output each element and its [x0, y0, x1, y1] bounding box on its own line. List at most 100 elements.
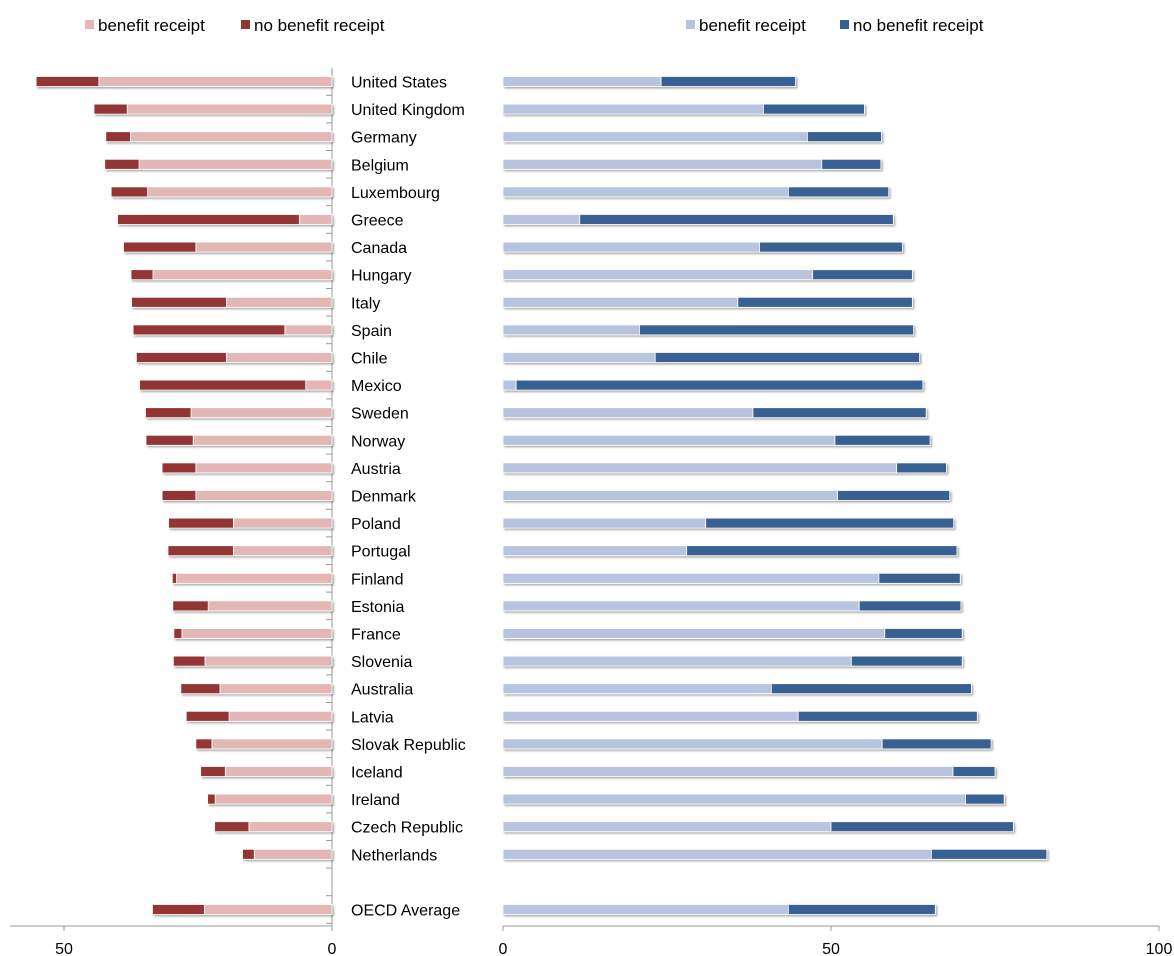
left-bar-no-benefit: [35, 76, 100, 87]
left-bar-group: [123, 241, 333, 253]
country-label: Iceland: [351, 765, 403, 782]
left-bar-group: [35, 76, 333, 87]
right-bar-group: [502, 628, 963, 639]
right-bar-group: [502, 434, 931, 446]
right-bar-no-benefit: [821, 158, 882, 170]
right-bar-no-benefit: [896, 462, 947, 474]
right-bar-no-benefit: [834, 434, 931, 446]
right-bar-group: [502, 407, 927, 419]
left-bar-no-benefit: [172, 655, 206, 667]
right-bar-benefit: [502, 600, 860, 612]
left-bar-benefit: [207, 600, 333, 612]
right-bar-group: [502, 379, 924, 391]
left-bar-group: [207, 793, 333, 805]
right-bar-benefit: [502, 324, 640, 336]
left-bar-group: [171, 572, 333, 584]
left-bar-no-benefit: [161, 462, 197, 474]
left-bar-group: [105, 131, 333, 143]
country-label: Italy: [351, 295, 380, 312]
right-bar-benefit: [502, 158, 823, 170]
right-bar-no-benefit: [952, 766, 996, 777]
right-bar-benefit: [502, 628, 886, 639]
right-bar-no-benefit: [850, 655, 963, 667]
left-bar-group: [173, 628, 333, 639]
left-bar-no-benefit: [200, 766, 226, 777]
right-bar-no-benefit: [806, 131, 882, 143]
left-bar-no-benefit: [185, 710, 230, 722]
right-bar-no-benefit: [884, 628, 963, 639]
left-bar-no-benefit: [132, 324, 286, 336]
country-label: Spain: [351, 323, 392, 340]
left-bar-no-benefit: [207, 793, 216, 805]
right-bar-group: [502, 103, 865, 115]
country-label: Slovak Republic: [351, 737, 466, 754]
country-label: Czech Republic: [351, 820, 463, 837]
left-bar-no-benefit: [167, 545, 234, 557]
left-bar-benefit: [253, 848, 333, 860]
right-bar-group: [502, 462, 947, 474]
left-bar-benefit: [190, 407, 333, 419]
right-bar-no-benefit: [515, 379, 924, 391]
left-bar-benefit: [152, 269, 333, 281]
left-bar-no-benefit: [105, 131, 131, 143]
country-label: Germany: [351, 130, 417, 147]
country-label: Australia: [351, 682, 413, 699]
left-bar-benefit: [211, 738, 333, 750]
left-bar-group: [195, 738, 333, 750]
left-tick-label: 50: [55, 941, 73, 956]
right-bar-benefit: [502, 683, 772, 695]
country-label: Netherlands: [351, 847, 437, 864]
left-bar-no-benefit: [214, 821, 250, 833]
left-bar-benefit: [219, 683, 333, 695]
left-bar-benefit: [284, 324, 333, 336]
left-bar-group: [145, 407, 333, 419]
right-bar-benefit: [502, 462, 898, 474]
left-bar-no-benefit: [117, 214, 300, 225]
right-legend: benefit receipt no benefit receipt: [686, 16, 984, 35]
right-bar-group: [502, 186, 890, 198]
country-label: Mexico: [351, 378, 402, 395]
right-bar-benefit: [502, 407, 754, 419]
right-bar-no-benefit: [752, 407, 927, 419]
left-bar-group: [242, 848, 333, 860]
right-bar-group: [502, 683, 972, 695]
left-bar-no-benefit: [145, 434, 194, 446]
left-bar-no-benefit: [195, 738, 213, 750]
left-axis-ticks: 50 0: [55, 926, 337, 956]
left-bar-benefit: [298, 214, 333, 225]
left-bar-no-benefit: [145, 407, 192, 419]
left-bar-group: [135, 352, 333, 363]
left-bar-benefit: [204, 904, 333, 915]
left-legend-swatch-benefit: [85, 20, 94, 29]
left-legend-swatch-no-benefit: [241, 20, 250, 29]
right-legend-swatch-benefit: [686, 20, 695, 29]
right-bar-group: [502, 296, 913, 308]
right-bar-group: [502, 655, 963, 667]
left-bar-no-benefit: [110, 186, 149, 198]
left-bar-group: [172, 600, 333, 612]
left-tick-label: 0: [328, 941, 337, 956]
country-label: United States: [351, 75, 447, 92]
left-bar-group: [139, 379, 333, 391]
left-bar-no-benefit: [104, 158, 140, 170]
left-bar-group: [161, 462, 333, 474]
left-bar-benefit: [130, 131, 333, 143]
left-bar-benefit: [228, 710, 333, 722]
right-bar-no-benefit: [654, 352, 920, 363]
left-bar-no-benefit: [131, 296, 227, 308]
right-tick-label: 0: [499, 941, 508, 956]
left-bar-benefit: [192, 434, 333, 446]
right-bar-group: [502, 131, 882, 143]
right-bar-benefit: [502, 131, 808, 143]
country-label: Greece: [351, 213, 404, 230]
left-bar-no-benefit: [152, 904, 205, 915]
right-bar-benefit: [502, 490, 838, 501]
right-bar-benefit: [502, 186, 789, 198]
left-bar-group: [167, 545, 333, 557]
right-bar-no-benefit: [759, 241, 903, 253]
right-bar-benefit: [502, 655, 852, 667]
left-bar-no-benefit: [173, 628, 183, 639]
country-label: Ireland: [351, 792, 400, 809]
left-bar-no-benefit: [93, 103, 128, 115]
